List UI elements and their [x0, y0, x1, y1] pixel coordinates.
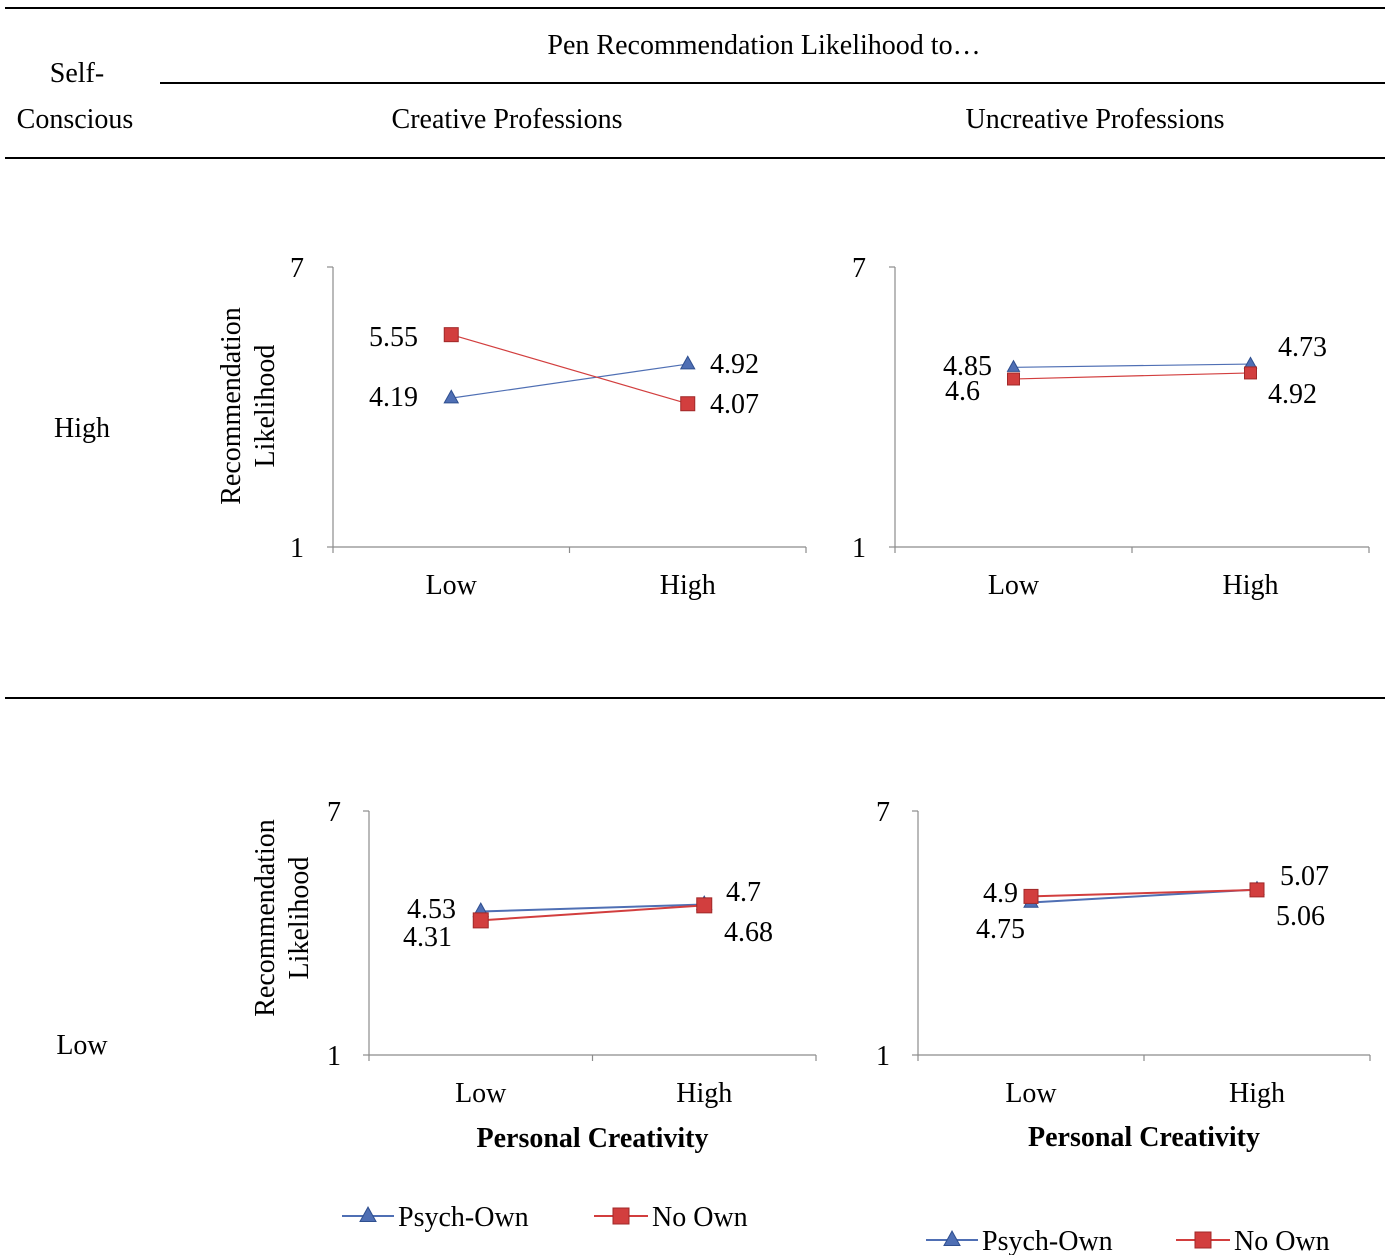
column-creative: Creative Professions	[392, 104, 623, 135]
header-span-title: Pen Recommendation Likelihood to…	[547, 30, 980, 61]
legend-label-no-own: No Own	[1234, 1226, 1330, 1255]
y-axis-label: Recommendation	[216, 307, 247, 505]
series-line-psych-own	[1013, 363, 1251, 368]
chart-low-uncreative: 1 7 Low High Personal Creativity 4.75 5.07 4.9 5…	[876, 797, 1371, 1153]
x-axis-label: Personal Creativity	[1028, 1122, 1260, 1153]
data-label: 4.75	[976, 914, 1025, 945]
y-tick-label: 1	[876, 1041, 890, 1072]
data-point-no-own	[1023, 888, 1039, 904]
data-label: 5.55	[369, 322, 418, 353]
series-line-no-own	[451, 334, 688, 405]
legend-marker-psych-own	[359, 1206, 377, 1222]
data-label: 4.31	[403, 922, 452, 953]
series-line-no-own	[1013, 372, 1251, 380]
data-point-psych-own	[1006, 359, 1021, 372]
row-low-label: Low	[56, 1030, 108, 1061]
data-point-no-own	[1244, 366, 1257, 380]
data-label: 4.92	[1268, 379, 1317, 410]
x-tick-label: Low	[988, 570, 1040, 601]
legend-right: Psych-Own No Own	[926, 1226, 1330, 1255]
data-label: 4.85	[943, 351, 992, 382]
header-conscious: Conscious	[17, 104, 134, 135]
x-tick-label: High	[676, 1078, 732, 1109]
chart-high-uncreative: 1 7 Low High 4.85 4.73 4.6 4.92	[852, 253, 1370, 601]
y-tick-label: 1	[327, 1041, 341, 1072]
x-tick-label: Low	[1005, 1078, 1057, 1109]
y-axis-label: Likelihood	[250, 345, 281, 468]
data-label: 4.92	[710, 349, 759, 380]
y-axis-label: Likelihood	[284, 857, 315, 980]
y-tick-label: 1	[290, 533, 304, 564]
series-line-psych-own	[451, 363, 688, 399]
legend-marker-no-own	[612, 1207, 630, 1225]
data-label: 4.68	[724, 917, 773, 948]
column-uncreative: Uncreative Professions	[966, 104, 1225, 135]
data-point-no-own	[1249, 882, 1265, 898]
row-high-label: High	[54, 413, 110, 444]
legend-label-no-own: No Own	[652, 1202, 748, 1233]
data-label: 5.07	[1280, 861, 1329, 892]
legend-label-psych-own: Psych-Own	[398, 1202, 529, 1233]
data-label: 4.73	[1278, 332, 1327, 363]
x-tick-label: High	[1229, 1078, 1285, 1109]
data-label: 4.9	[983, 878, 1018, 909]
chart-low-creative: 1 7 Low High Recommendation Likelihood Persona…	[250, 797, 817, 1154]
legend-label-psych-own: Psych-Own	[982, 1226, 1113, 1255]
series-line-no-own	[1030, 888, 1258, 898]
header-self: Self-	[50, 58, 104, 89]
data-label: 4.53	[407, 894, 456, 925]
data-label: 4.7	[726, 877, 761, 908]
data-point-no-own	[696, 897, 713, 914]
series-line-no-own	[480, 904, 705, 922]
data-label: 4.6	[945, 376, 980, 407]
x-tick-label: High	[660, 570, 716, 601]
legend-marker-no-own	[1194, 1231, 1212, 1249]
x-tick-label: Low	[455, 1078, 507, 1109]
data-label: 4.19	[369, 382, 418, 413]
y-tick-label: 1	[852, 533, 866, 564]
x-axis-label: Personal Creativity	[477, 1123, 709, 1154]
y-tick-label: 7	[327, 797, 341, 828]
legend-left: Psych-Own No Own	[342, 1202, 748, 1233]
y-axis-label: Recommendation	[250, 819, 281, 1017]
chart-high-creative: 1 7 Low High Recommendation Likelihood 4.19 4.9…	[216, 253, 807, 601]
data-point-psych-own	[443, 389, 460, 404]
data-point-psych-own	[679, 355, 696, 370]
data-point-no-own	[1007, 372, 1020, 386]
y-tick-label: 7	[876, 797, 890, 828]
y-tick-label: 7	[290, 253, 304, 284]
data-point-no-own	[472, 912, 489, 929]
data-label: 5.06	[1276, 901, 1325, 932]
legend-marker-psych-own	[943, 1230, 961, 1246]
x-tick-label: High	[1223, 570, 1279, 601]
data-point-no-own	[680, 396, 696, 412]
x-tick-label: Low	[426, 570, 478, 601]
y-tick-label: 7	[852, 253, 866, 284]
data-point-no-own	[443, 327, 459, 343]
data-label: 4.07	[710, 389, 759, 420]
series-line-psych-own	[480, 903, 705, 913]
